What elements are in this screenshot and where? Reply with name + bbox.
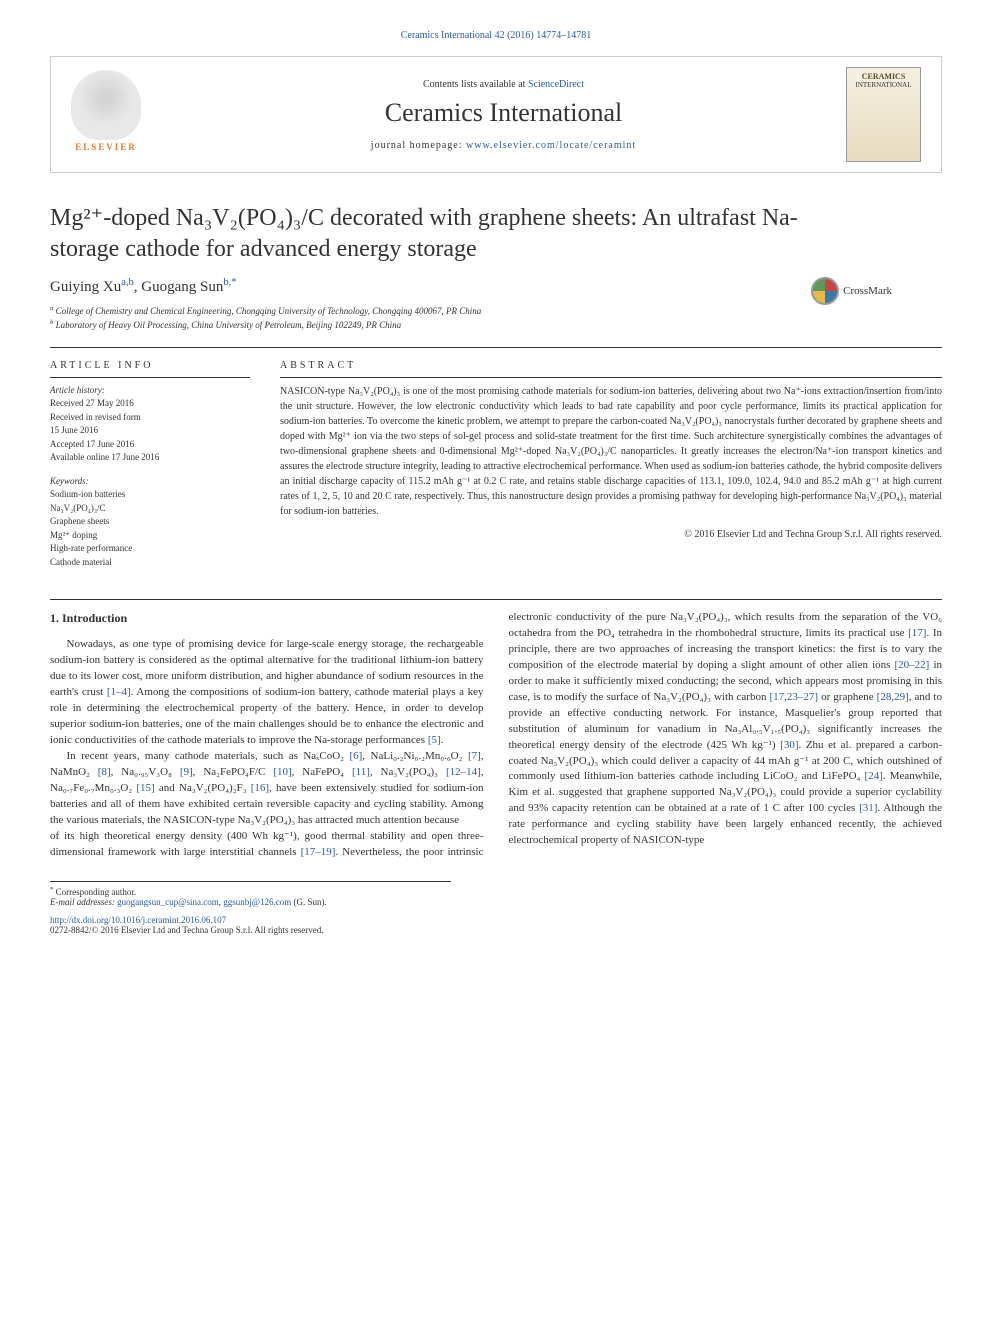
revised-line1: Received in revised form — [50, 411, 250, 425]
citation-link[interactable]: [15] — [136, 782, 154, 794]
keyword: Mg²⁺ doping — [50, 529, 250, 543]
email-link[interactable]: guogangsun_cup@sina.com — [117, 897, 219, 907]
homepage-link[interactable]: www.elsevier.com/locate/ceramint — [466, 140, 636, 151]
crossmark-label: CrossMark — [843, 285, 892, 297]
crossmark-badge[interactable]: CrossMark — [811, 277, 892, 305]
author-2: Guogang Sun — [141, 279, 223, 295]
citation-link[interactable]: [12–14] — [446, 766, 481, 778]
citation-link[interactable]: [10] — [273, 766, 291, 778]
elsevier-tree-icon — [71, 70, 141, 140]
citation-link[interactable]: [24] — [865, 770, 883, 782]
journal-header: ELSEVIER Contents lists available at Sci… — [50, 56, 942, 173]
section-heading: 1. Introduction — [50, 610, 484, 627]
keyword: Graphene sheets — [50, 515, 250, 529]
cover-title: CERAMICS — [847, 72, 920, 81]
journal-cover-thumbnail: CERAMICS INTERNATIONAL — [846, 67, 921, 162]
citation-link[interactable]: [31] — [859, 802, 877, 814]
body-text: 1. Introduction Nowadays, as one type of… — [50, 610, 942, 861]
abstract-copyright: © 2016 Elsevier Ltd and Techna Group S.r… — [280, 527, 942, 542]
citation-link[interactable]: [1–4] — [107, 686, 131, 698]
article-info: article info Article history: Received 2… — [50, 358, 250, 570]
corresponding-mark: * — [231, 277, 236, 288]
online-date: Available online 17 June 2016 — [50, 451, 250, 465]
footnotes: * Corresponding author. E-mail addresses… — [50, 881, 451, 907]
citation-link[interactable]: [17,23–27] — [770, 691, 819, 703]
crossmark-icon — [811, 277, 839, 305]
history-label: Article history: — [50, 384, 250, 398]
citation-link[interactable]: [28,29] — [877, 691, 909, 703]
citation-link[interactable]: [11] — [352, 766, 370, 778]
citation-link[interactable]: [9] — [180, 766, 193, 778]
elsevier-logo: ELSEVIER — [71, 70, 141, 160]
divider — [50, 347, 942, 348]
affiliation-b: b Laboratory of Heavy Oil Processing, Ch… — [50, 318, 942, 332]
article-title: Mg²⁺-doped Na₃V₂(PO₄)₃/C decorated with … — [50, 203, 942, 265]
citation-link[interactable]: [6] — [349, 750, 362, 762]
journal-name: Ceramics International — [161, 98, 846, 128]
doi-line: http://dx.doi.org/10.1016/j.ceramint.201… — [50, 915, 942, 925]
abstract: abstract NASICON-type Na₃V₂(PO₄)₃ is one… — [280, 358, 942, 570]
affiliations: a College of Chemistry and Chemical Engi… — [50, 304, 942, 331]
keyword: High-rate performance — [50, 542, 250, 556]
authors: Guiying Xua,b, Guogang Sunb,* — [50, 277, 942, 296]
citation-link[interactable]: [7] — [468, 750, 481, 762]
journal-citation-link[interactable]: Ceramics International 42 (2016) 14774–1… — [401, 30, 592, 41]
paragraph: In recent years, many cathode materials,… — [50, 749, 484, 829]
elsevier-text: ELSEVIER — [71, 142, 141, 152]
email-link[interactable]: ggsunbj@126.com — [223, 897, 291, 907]
citation-link[interactable]: [5] — [428, 734, 441, 746]
accepted-date: Accepted 17 June 2016 — [50, 438, 250, 452]
abstract-text: NASICON-type Na₃V₂(PO₄)₃ is one of the m… — [280, 384, 942, 519]
keyword: Sodium-ion batteries — [50, 488, 250, 502]
author-1-affil: a,b — [121, 277, 134, 288]
abstract-heading: abstract — [280, 358, 942, 373]
divider — [50, 599, 942, 600]
citation-link[interactable]: [16] — [251, 782, 269, 794]
cover-subtitle: INTERNATIONAL — [847, 81, 920, 89]
homepage-line: journal homepage: www.elsevier.com/locat… — [161, 140, 846, 151]
citation-link[interactable]: [20–22] — [895, 659, 930, 671]
article-info-heading: article info — [50, 358, 250, 373]
keyword: Cathode material — [50, 556, 250, 570]
header-center: Contents lists available at ScienceDirec… — [161, 79, 846, 151]
contents-prefix: Contents lists available at — [423, 79, 528, 90]
sciencedirect-link[interactable]: ScienceDirect — [528, 79, 584, 90]
doi-link[interactable]: http://dx.doi.org/10.1016/j.ceramint.201… — [50, 915, 226, 925]
journal-citation: Ceramics International 42 (2016) 14774–1… — [50, 30, 942, 41]
affiliation-a: a College of Chemistry and Chemical Engi… — [50, 304, 942, 318]
citation-link[interactable]: [17] — [908, 627, 926, 639]
contents-line: Contents lists available at ScienceDirec… — [161, 79, 846, 90]
citation-link[interactable]: [17–19] — [301, 846, 336, 858]
issn-line: 0272-8842/© 2016 Elsevier Ltd and Techna… — [50, 925, 942, 935]
citation-link[interactable]: [30] — [780, 739, 798, 751]
corresponding-author-note: * Corresponding author. — [50, 886, 451, 897]
homepage-prefix: journal homepage: — [371, 140, 466, 151]
received-date: Received 27 May 2016 — [50, 397, 250, 411]
keywords-label: Keywords: — [50, 475, 250, 489]
author-1: Guiying Xu — [50, 279, 121, 295]
email-line: E-mail addresses: guogangsun_cup@sina.co… — [50, 897, 451, 907]
paragraph: Nowadays, as one type of promising devic… — [50, 637, 484, 749]
keyword: Na₃V₂(PO₄)₃/C — [50, 502, 250, 516]
citation-link[interactable]: [8] — [98, 766, 111, 778]
revised-line2: 15 June 2016 — [50, 424, 250, 438]
